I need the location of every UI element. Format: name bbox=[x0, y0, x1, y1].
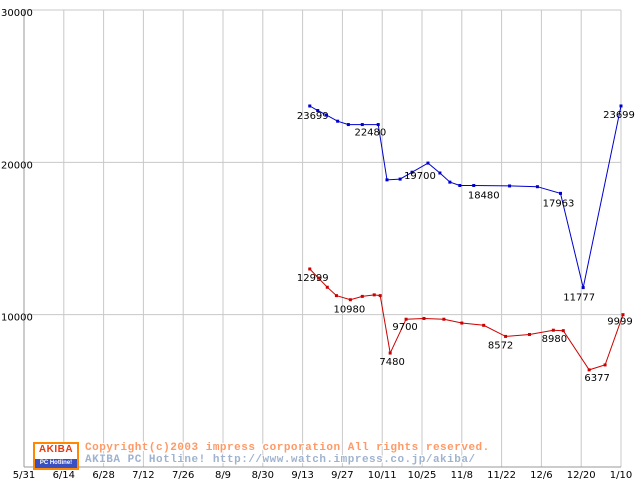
data-point-marker bbox=[308, 104, 312, 108]
data-point-marker bbox=[372, 293, 376, 297]
data-point-marker bbox=[587, 368, 591, 372]
data-point-marker bbox=[551, 328, 555, 332]
x-tick-label: 8/30 bbox=[252, 470, 274, 480]
data-point-label: 9700 bbox=[392, 322, 417, 333]
lower-price-series: 12999 10980 7480 9700 8572 8980 6377 9999 bbox=[297, 267, 633, 384]
footer: AKIBA PC Hotline! Copyright(c)2003 impre… bbox=[33, 442, 490, 470]
data-point-marker bbox=[527, 332, 531, 336]
copyright-text: Copyright(c)2003 impress corporation All… bbox=[85, 442, 490, 454]
x-tick-label: 12/20 bbox=[567, 470, 596, 480]
data-point-label: 22480 bbox=[354, 128, 386, 139]
data-point-marker bbox=[448, 180, 452, 184]
data-point-marker bbox=[336, 119, 340, 123]
upper-price-series: 23699 22480 19700 18480 17963 11777 23699 bbox=[297, 104, 635, 304]
data-point-marker bbox=[346, 123, 350, 127]
data-point-marker bbox=[317, 276, 321, 280]
data-point-marker bbox=[360, 294, 364, 298]
y-tick-label: 20000 bbox=[1, 160, 33, 171]
x-tick-label: 7/12 bbox=[132, 470, 154, 480]
data-point-marker bbox=[376, 123, 380, 127]
data-point-label: 8980 bbox=[542, 334, 567, 345]
akiba-logo-text: AKIBA bbox=[38, 444, 74, 455]
data-point-marker bbox=[325, 285, 329, 289]
data-point-label: 18480 bbox=[468, 190, 500, 201]
data-point-marker bbox=[581, 286, 585, 290]
data-point-marker bbox=[619, 104, 623, 108]
series-line bbox=[309, 268, 624, 371]
data-point-marker bbox=[324, 113, 328, 117]
data-point-marker bbox=[422, 316, 426, 320]
x-tick-label: 10/25 bbox=[408, 470, 437, 480]
data-point-marker bbox=[559, 191, 563, 195]
data-point-marker bbox=[388, 351, 392, 355]
x-tick-label: 9/13 bbox=[291, 470, 313, 480]
data-point-label: 6377 bbox=[584, 373, 609, 384]
x-tick-label: 9/27 bbox=[331, 470, 353, 480]
data-point-marker bbox=[561, 329, 565, 333]
data-point-marker bbox=[621, 313, 625, 317]
data-point-marker bbox=[426, 161, 430, 165]
data-point-marker bbox=[482, 323, 486, 327]
data-point-marker bbox=[308, 267, 312, 271]
data-point-label: 11777 bbox=[563, 293, 595, 304]
x-tick-label: 5/31 bbox=[13, 470, 35, 480]
data-point-label: 7480 bbox=[379, 357, 404, 368]
data-point-marker bbox=[410, 170, 414, 174]
y-tick-label: 30000 bbox=[1, 8, 33, 19]
data-point-marker bbox=[504, 334, 508, 338]
x-tick-label: 11/8 bbox=[451, 470, 473, 480]
data-point-marker bbox=[603, 363, 607, 367]
data-point-label: 12999 bbox=[297, 273, 329, 284]
data-point-marker bbox=[442, 317, 446, 321]
x-axis-labels: 5/31 6/14 6/28 7/12 7/26 8/9 8/30 9/13 9/27 10/11… bbox=[13, 470, 632, 480]
data-point-marker bbox=[472, 183, 476, 187]
x-tick-label: 11/22 bbox=[487, 470, 516, 480]
data-point-marker bbox=[316, 109, 320, 113]
data-point-marker bbox=[334, 294, 338, 298]
data-point-label: 9999 bbox=[607, 317, 632, 328]
data-point-marker bbox=[360, 123, 364, 127]
data-point-marker bbox=[404, 317, 408, 321]
x-tick-label: 6/14 bbox=[53, 470, 75, 480]
data-point-label: 19700 bbox=[404, 171, 436, 182]
footer-text-block: Copyright(c)2003 impress corporation All… bbox=[85, 442, 490, 466]
data-point-marker bbox=[348, 298, 352, 302]
data-point-label: 8572 bbox=[488, 340, 513, 351]
data-point-marker bbox=[385, 178, 389, 182]
akiba-logo: AKIBA PC Hotline! bbox=[33, 442, 79, 470]
x-tick-label: 8/9 bbox=[215, 470, 231, 480]
data-point-marker bbox=[378, 294, 382, 298]
y-tick-label: 10000 bbox=[1, 313, 33, 324]
series-line bbox=[309, 105, 622, 288]
x-tick-label: 1/10 bbox=[610, 470, 632, 480]
site-url-text: AKIBA PC Hotline! http://www.watch.impre… bbox=[85, 454, 476, 466]
data-point-marker bbox=[460, 321, 464, 325]
data-point-marker bbox=[438, 171, 442, 175]
data-point-marker bbox=[535, 185, 539, 189]
data-point-label: 17963 bbox=[543, 198, 575, 209]
data-point-label: 10980 bbox=[333, 305, 365, 316]
x-tick-label: 12/6 bbox=[530, 470, 552, 480]
data-point-marker bbox=[458, 183, 462, 187]
data-point-label: 23699 bbox=[603, 110, 635, 121]
gridlines bbox=[23, 9, 622, 468]
akiba-logo-subtext: PC Hotline! bbox=[35, 459, 77, 468]
y-axis-labels: 10000 20000 30000 bbox=[1, 8, 33, 324]
data-point-marker bbox=[398, 177, 402, 181]
data-point-marker bbox=[508, 184, 512, 188]
data-point-label: 23699 bbox=[297, 111, 329, 122]
x-tick-label: 7/26 bbox=[172, 470, 194, 480]
x-tick-label: 6/28 bbox=[92, 470, 114, 480]
x-tick-label: 10/11 bbox=[368, 470, 397, 480]
